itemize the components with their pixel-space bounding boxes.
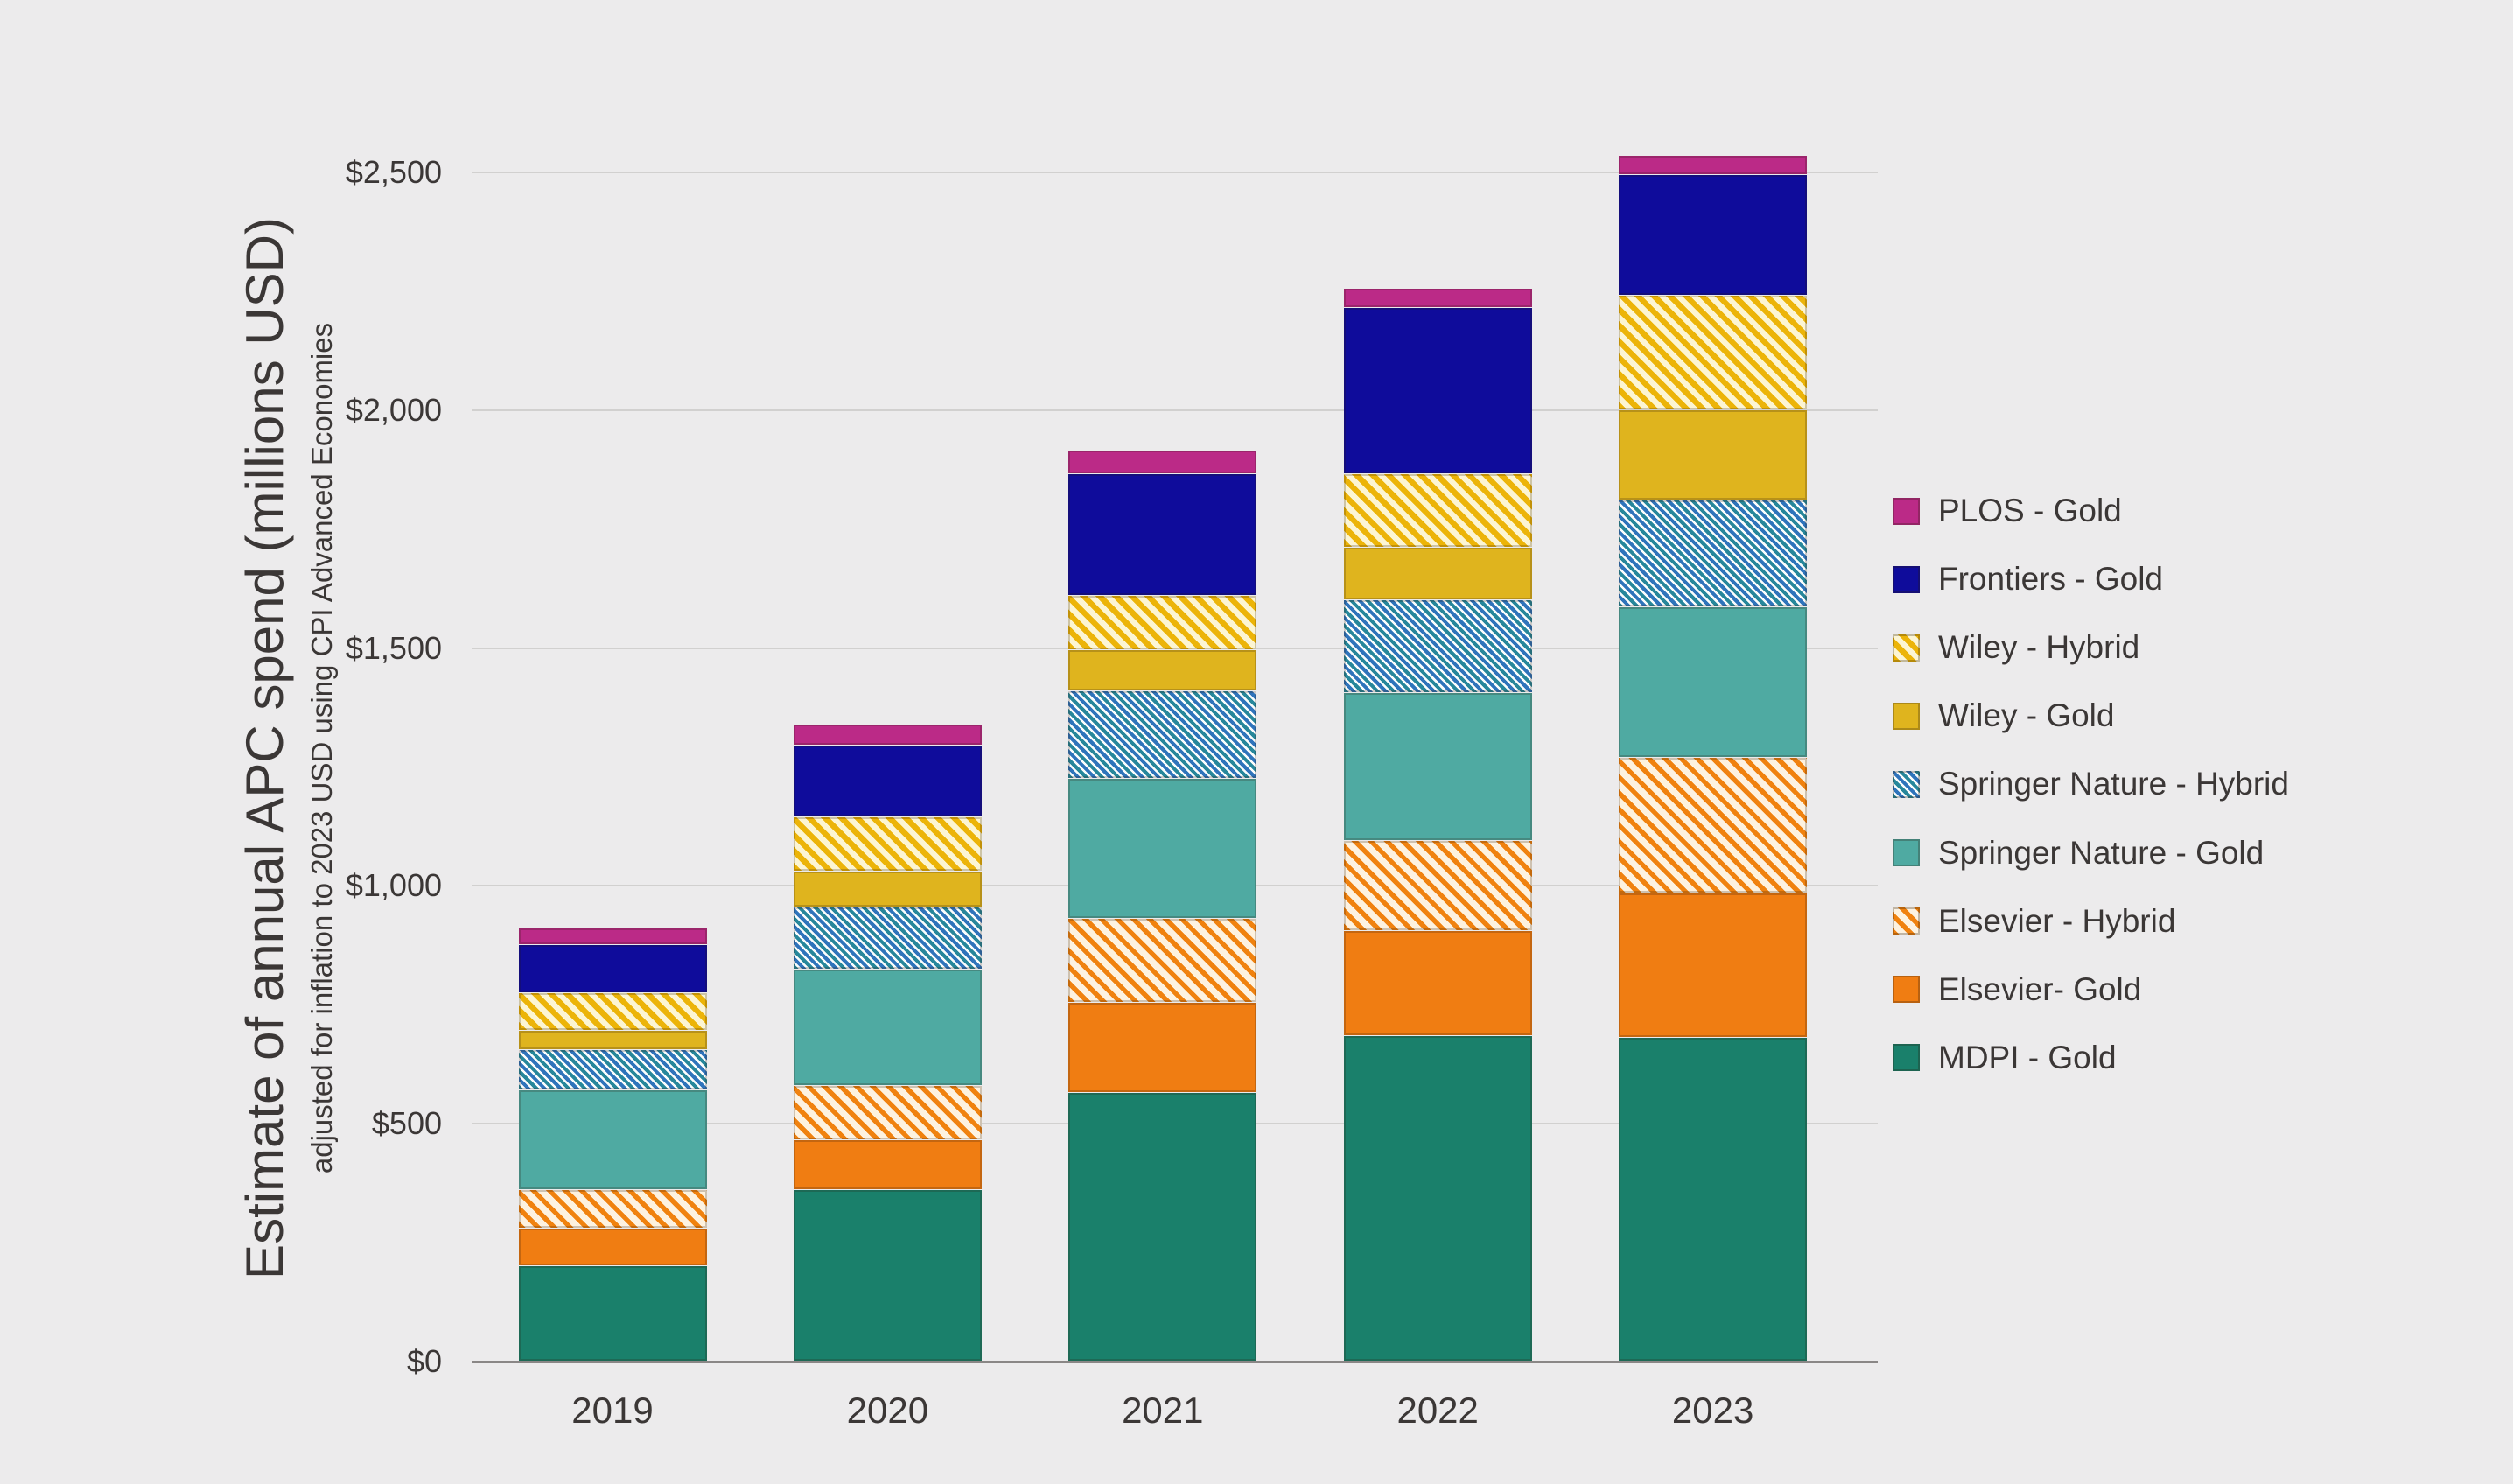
y-tick-label: $0 — [406, 1343, 442, 1379]
bar-segment-elsevier-hybrid-2022 — [1343, 840, 1532, 931]
bar-segment-springer-nature-hybrid-2023 — [1619, 500, 1808, 607]
bar-segment-mdpi-gold-2020 — [793, 1190, 982, 1361]
legend-label: Elsevier - Hybrid — [1938, 902, 2176, 939]
legend-item-elsevier-hybrid: Elsevier - Hybrid — [1893, 902, 2175, 941]
bar-segment-wiley-gold-2020 — [793, 872, 982, 906]
legend-swatch-icon — [1893, 839, 1920, 866]
x-axis-line — [472, 1361, 1878, 1363]
bar-segment-plos-gold-2022 — [1343, 289, 1532, 307]
y-tick-label: $1,000 — [345, 867, 442, 904]
legend-swatch-icon — [1893, 1044, 1920, 1072]
bar-segment-wiley-gold-2019 — [518, 1031, 707, 1049]
bar-segment-springer-nature-gold-2022 — [1343, 693, 1532, 840]
bar-segment-elsevier-hybrid-2020 — [793, 1085, 982, 1140]
bar-segment-springer-nature-hybrid-2019 — [518, 1049, 707, 1090]
legend-label: Frontiers - Gold — [1938, 561, 2164, 598]
legend-label: Elsevier- Gold — [1938, 970, 2142, 1007]
bar-segment-mdpi-gold-2022 — [1343, 1035, 1532, 1361]
bar-segment-springer-nature-gold-2020 — [793, 969, 982, 1085]
bar-segment-springer-nature-hybrid-2020 — [793, 906, 982, 969]
legend-label: Wiley - Gold — [1938, 697, 2115, 734]
gridline — [472, 172, 1878, 173]
bar-segment-elsevier-hybrid-2023 — [1619, 757, 1808, 892]
legend-swatch-icon — [1893, 770, 1920, 798]
legend-swatch-icon — [1893, 907, 1920, 935]
bar-segment-springer-nature-gold-2019 — [518, 1090, 707, 1190]
x-tick-label-2023: 2023 — [1671, 1390, 1754, 1431]
bar-segment-wiley-hybrid-2022 — [1343, 474, 1532, 548]
legend-item-springer-nature-gold: Springer Nature - Gold — [1893, 834, 2264, 872]
bar-segment-elsevier-hybrid-2021 — [1068, 919, 1257, 1002]
legend-label: PLOS - Gold — [1938, 493, 2122, 528]
x-tick-label-2022: 2022 — [1396, 1390, 1479, 1431]
legend-swatch-icon — [1893, 497, 1920, 525]
y-tick-label: $2,000 — [345, 391, 442, 428]
bar-segment-mdpi-gold-2023 — [1619, 1038, 1808, 1361]
legend-item-frontiers-gold: Frontiers - Gold — [1893, 560, 2163, 598]
x-tick-label-2020: 2020 — [846, 1390, 929, 1431]
legend-label: Wiley - Hybrid — [1938, 629, 2140, 666]
legend-label: Springer Nature - Hybrid — [1938, 766, 2289, 802]
bar-segment-wiley-gold-2021 — [1068, 650, 1257, 690]
y-axis-title: Estimate of annual APC spend (millions U… — [235, 217, 294, 1279]
bar-segment-elsevier-gold-2021 — [1068, 1002, 1257, 1092]
legend-swatch-icon — [1893, 976, 1920, 1004]
bar-segment-mdpi-gold-2021 — [1068, 1092, 1257, 1361]
bar-segment-elsevier-gold-2020 — [793, 1140, 982, 1190]
legend-item-wiley-gold: Wiley - Gold — [1893, 696, 2114, 735]
legend-item-mdpi-gold: MDPI - Gold — [1893, 1039, 2117, 1077]
bar-segment-plos-gold-2021 — [1068, 451, 1257, 474]
bar-segment-wiley-hybrid-2021 — [1068, 595, 1257, 650]
legend-item-wiley-hybrid: Wiley - Hybrid — [1893, 628, 2139, 667]
bar-segment-frontiers-gold-2022 — [1343, 307, 1532, 474]
legend-item-plos-gold: PLOS - Gold — [1893, 492, 2122, 530]
bar-segment-frontiers-gold-2019 — [518, 945, 707, 992]
bar-segment-wiley-gold-2022 — [1343, 548, 1532, 600]
bar-segment-plos-gold-2020 — [793, 724, 982, 746]
bar-segment-plos-gold-2019 — [518, 928, 707, 945]
bar-segment-springer-nature-gold-2021 — [1068, 779, 1257, 919]
legend-item-elsevier-gold: Elsevier- Gold — [1893, 970, 2141, 1009]
legend-label: Springer Nature - Gold — [1938, 834, 2264, 871]
legend-swatch-icon — [1893, 634, 1920, 662]
legend-item-springer-nature-hybrid: Springer Nature - Hybrid — [1893, 765, 2289, 803]
bar-segment-frontiers-gold-2023 — [1619, 174, 1808, 296]
y-tick-label: $500 — [371, 1105, 442, 1142]
x-tick-label-2021: 2021 — [1122, 1390, 1204, 1431]
bar-segment-frontiers-gold-2020 — [793, 746, 982, 816]
legend-label: MDPI - Gold — [1938, 1039, 2117, 1075]
bar-segment-elsevier-gold-2019 — [518, 1228, 707, 1266]
y-tick-label: $2,500 — [345, 154, 442, 190]
bar-segment-wiley-gold-2023 — [1619, 410, 1808, 500]
bar-segment-frontiers-gold-2021 — [1068, 474, 1257, 595]
gridline — [472, 409, 1878, 411]
bar-segment-wiley-hybrid-2020 — [793, 816, 982, 872]
bar-segment-springer-nature-hybrid-2022 — [1343, 600, 1532, 693]
bar-segment-elsevier-hybrid-2019 — [518, 1190, 707, 1228]
bar-segment-springer-nature-hybrid-2021 — [1068, 690, 1257, 779]
x-tick-label-2019: 2019 — [571, 1390, 654, 1431]
bar-segment-plos-gold-2023 — [1619, 155, 1808, 174]
bar-segment-mdpi-gold-2019 — [518, 1266, 707, 1361]
legend-swatch-icon — [1893, 702, 1920, 730]
legend-swatch-icon — [1893, 565, 1920, 593]
bar-segment-elsevier-gold-2022 — [1343, 931, 1532, 1035]
bar-segment-springer-nature-gold-2023 — [1619, 607, 1808, 757]
bar-segment-wiley-hybrid-2023 — [1619, 296, 1808, 410]
bar-segment-elsevier-gold-2023 — [1619, 892, 1808, 1038]
bar-segment-wiley-hybrid-2019 — [518, 992, 707, 1031]
y-tick-label: $1,500 — [345, 629, 442, 666]
